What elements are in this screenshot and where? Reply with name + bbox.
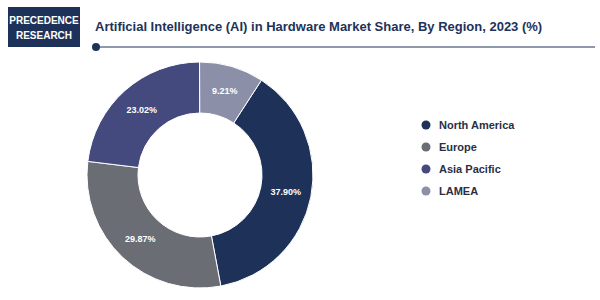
logo-text: RESEARCH (16, 30, 72, 41)
legend: North America Europe Asia Pacific LAMEA (422, 119, 516, 197)
logo-text: PRECEDENCE (9, 15, 79, 26)
legend-label: Asia Pacific (439, 163, 501, 175)
legend-item: North America (422, 119, 516, 131)
legend-item: LAMEA (422, 185, 479, 197)
slice (88, 62, 200, 168)
logo: PRECEDENCE RESEARCH (8, 7, 80, 47)
background (0, 0, 600, 300)
title: Artificial Intelligence (AI) in Hardware… (95, 19, 542, 34)
title-rule-dot (92, 43, 100, 51)
legend-marker (422, 165, 431, 174)
data-label: 29.87% (125, 234, 156, 244)
legend-marker (422, 187, 431, 196)
legend-item: Europe (422, 141, 477, 153)
legend-marker (422, 121, 431, 130)
chart: PRECEDENCE RESEARCH Artificial Intelligenc… (0, 0, 600, 300)
data-label: 9.21% (212, 86, 238, 96)
data-labels: 37.90% 29.87% 23.02% 9.21% (125, 86, 301, 244)
legend-item: Asia Pacific (422, 163, 501, 175)
legend-label: Europe (439, 141, 477, 153)
data-label: 37.90% (271, 187, 302, 197)
legend-label: LAMEA (439, 185, 478, 197)
logo-box (8, 7, 80, 47)
legend-label: North America (439, 119, 515, 131)
slice (200, 62, 262, 123)
legend-marker (422, 143, 431, 152)
data-label: 23.02% (127, 105, 158, 115)
donut (87, 62, 313, 288)
slice (87, 161, 221, 288)
title-rule (95, 47, 595, 48)
